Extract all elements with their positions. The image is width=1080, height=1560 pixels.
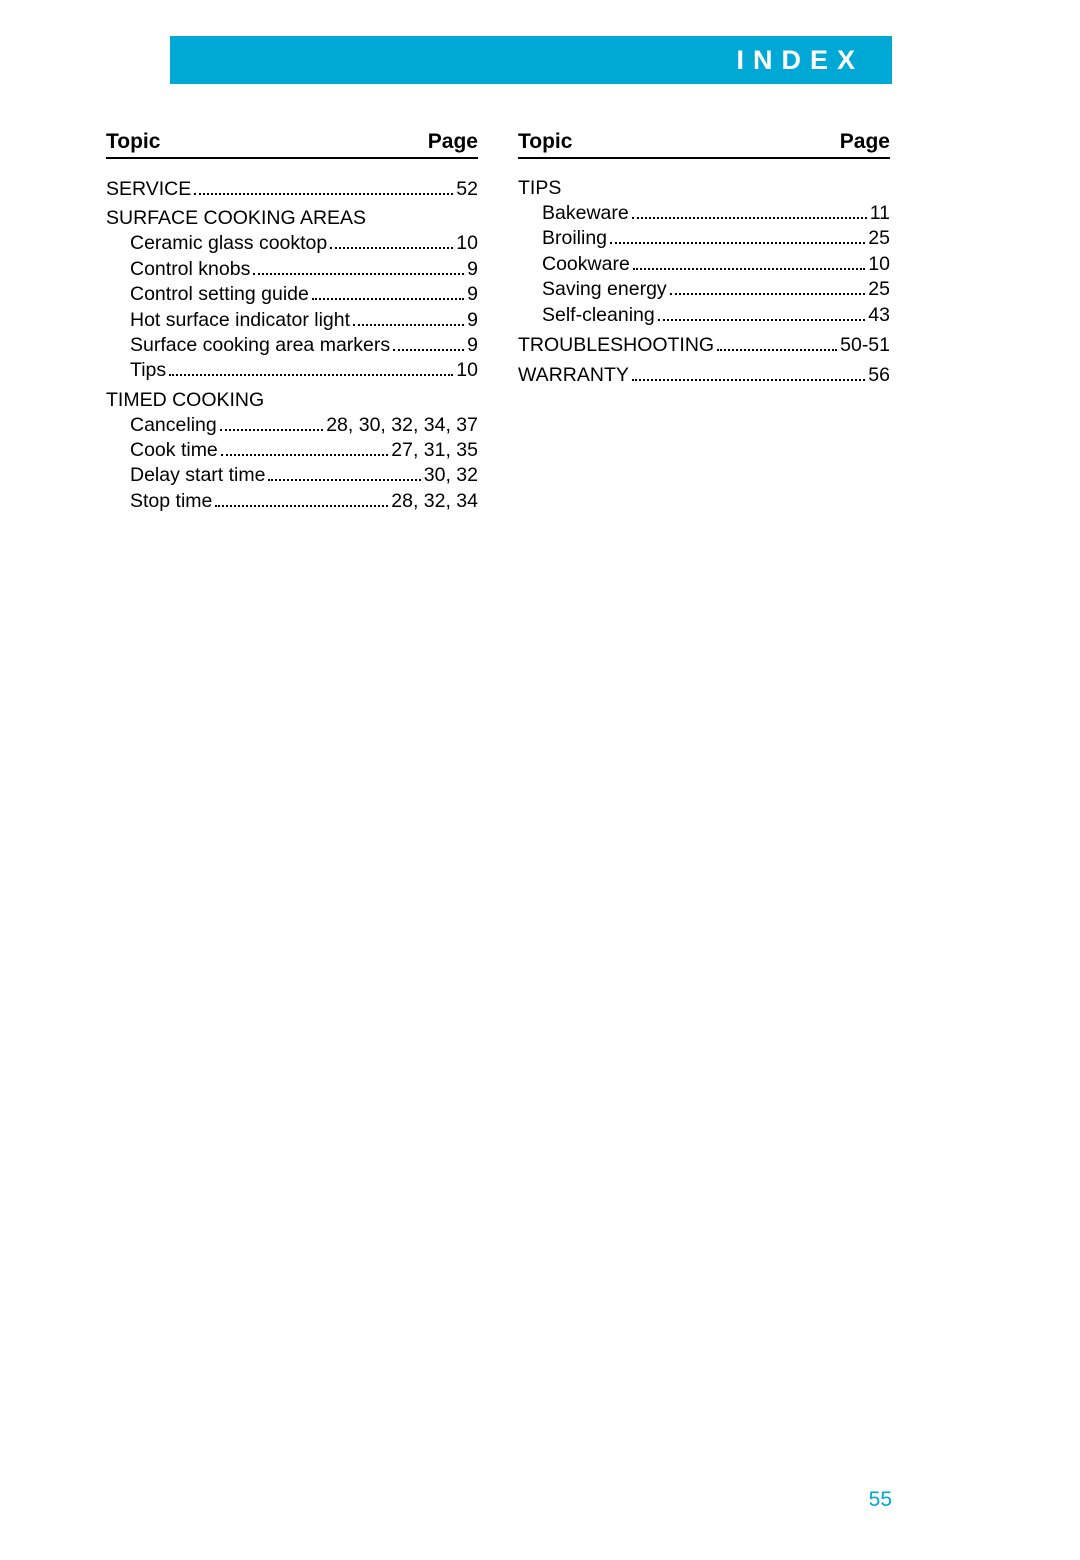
entry-label: Broiling — [542, 226, 607, 250]
entry-control-setting-guide: Control setting guide 9 — [130, 282, 478, 306]
dot-leader — [220, 413, 323, 431]
dot-leader — [632, 201, 867, 219]
column-header: Topic Page — [106, 130, 478, 159]
entry-page: 9 — [467, 333, 478, 357]
entry-label: Control setting guide — [130, 282, 309, 306]
header-topic: Topic — [518, 130, 572, 154]
dot-leader — [194, 177, 453, 195]
entry-page: 28, 30, 32, 34, 37 — [326, 413, 478, 437]
entry-label: Self-cleaning — [542, 303, 655, 327]
group-timed-cooking: Timed Cooking Canceling 28, 30, 32, 34, … — [106, 389, 478, 514]
entry-self-cleaning: Self-cleaning 43 — [542, 303, 890, 327]
entry-hot-surface-indicator-light: Hot surface indicator light 9 — [130, 308, 478, 332]
dot-leader — [670, 278, 866, 296]
dot-leader — [253, 257, 464, 275]
dot-leader — [330, 232, 453, 250]
group-tips: Tips Bakeware 11 Broiling 25 Cookware 10 — [518, 177, 890, 327]
entry-page: 52 — [456, 177, 478, 201]
entry-cook-time: Cook time 27, 31, 35 — [130, 438, 478, 462]
entry-page: 25 — [868, 226, 890, 250]
entry-ceramic-glass-cooktop: Ceramic glass cooktop 10 — [130, 231, 478, 255]
entry-page: 43 — [868, 303, 890, 327]
entry-label: Warranty — [518, 363, 629, 387]
entry-page: 10 — [456, 358, 478, 382]
entry-label: Hot surface indicator light — [130, 308, 350, 332]
dot-leader — [393, 333, 464, 351]
entry-label: Tips — [130, 358, 166, 382]
dot-leader — [353, 308, 464, 326]
entry-page: 9 — [467, 282, 478, 306]
entry-service: Service 52 — [106, 177, 478, 201]
entry-label: Saving energy — [542, 277, 667, 301]
dot-leader — [632, 364, 865, 382]
entry-stop-time: Stop time 28, 32, 34 — [130, 489, 478, 513]
dot-leader — [633, 252, 866, 270]
entry-page: 9 — [467, 308, 478, 332]
entry-label: Delay start time — [130, 463, 265, 487]
dot-leader — [717, 333, 837, 351]
dot-leader — [169, 359, 453, 377]
entry-label: Control knobs — [130, 257, 250, 281]
group-title: Surface Cooking Areas — [106, 207, 478, 230]
header-page: Page — [840, 130, 890, 154]
entry-page: 28, 32, 34 — [391, 489, 478, 513]
header-topic: Topic — [106, 130, 160, 154]
entry-page: 50-51 — [840, 333, 890, 357]
entry-saving-energy: Saving energy 25 — [542, 277, 890, 301]
entry-troubleshooting: Troubleshooting 50-51 — [518, 333, 890, 357]
dot-leader — [215, 489, 388, 507]
entry-page: 25 — [868, 277, 890, 301]
entry-page: 10 — [456, 231, 478, 255]
entry-page: 56 — [868, 363, 890, 387]
entry-broiling: Broiling 25 — [542, 226, 890, 250]
entry-surface-cooking-area-markers: Surface cooking area markers 9 — [130, 333, 478, 357]
header-page: Page — [428, 130, 478, 154]
entry-label: Cookware — [542, 252, 630, 276]
index-content: Topic Page Service 52 Surface Cooking Ar… — [106, 130, 890, 519]
page-number: 55 — [869, 1488, 892, 1512]
dot-leader — [221, 438, 388, 456]
entry-label: Bakeware — [542, 201, 629, 225]
entry-label: Service — [106, 177, 191, 201]
entry-page: 11 — [870, 201, 890, 225]
entry-bakeware: Bakeware 11 — [542, 201, 890, 225]
banner-title: INDEX — [736, 45, 864, 76]
entry-delay-start-time: Delay start time 30, 32 — [130, 463, 478, 487]
entry-warranty: Warranty 56 — [518, 363, 890, 387]
entry-page: 27, 31, 35 — [391, 438, 478, 462]
dot-leader — [610, 227, 865, 245]
entry-page: 10 — [868, 252, 890, 276]
entry-page: 30, 32 — [424, 463, 478, 487]
entry-page: 9 — [467, 257, 478, 281]
entry-label: Surface cooking area markers — [130, 333, 390, 357]
left-column: Topic Page Service 52 Surface Cooking Ar… — [106, 130, 478, 519]
dot-leader — [268, 464, 420, 482]
entry-canceling: Canceling 28, 30, 32, 34, 37 — [130, 413, 478, 437]
entry-tips: Tips 10 — [130, 358, 478, 382]
entry-label: Cook time — [130, 438, 218, 462]
group-title: Timed Cooking — [106, 389, 478, 412]
entry-label: Ceramic glass cooktop — [130, 231, 327, 255]
entry-label: Stop time — [130, 489, 212, 513]
column-header: Topic Page — [518, 130, 890, 159]
group-surface-cooking-areas: Surface Cooking Areas Ceramic glass cook… — [106, 207, 478, 382]
dot-leader — [312, 283, 464, 301]
entry-label: Troubleshooting — [518, 333, 714, 357]
dot-leader — [658, 303, 866, 321]
right-column: Topic Page Tips Bakeware 11 Broiling 25 … — [518, 130, 890, 519]
entry-control-knobs: Control knobs 9 — [130, 257, 478, 281]
index-banner: INDEX — [170, 36, 892, 84]
entry-cookware: Cookware 10 — [542, 252, 890, 276]
group-title: Tips — [518, 177, 890, 200]
entry-label: Canceling — [130, 413, 217, 437]
